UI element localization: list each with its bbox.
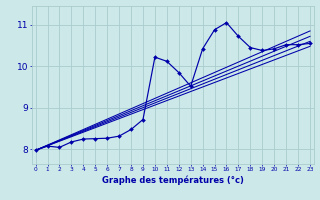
X-axis label: Graphe des températures (°c): Graphe des températures (°c) xyxy=(102,175,244,185)
